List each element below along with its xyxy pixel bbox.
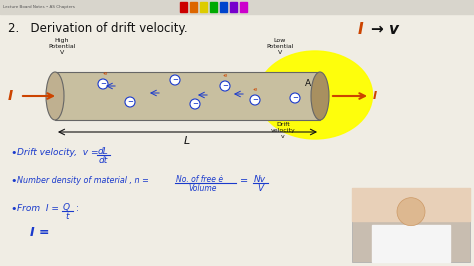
Text: V: V [257, 184, 263, 193]
Text: −: − [222, 84, 228, 89]
Text: −: − [292, 95, 298, 102]
Circle shape [98, 79, 108, 89]
Bar [180, 2, 187, 12]
Text: :: : [76, 204, 79, 213]
Text: −: − [192, 102, 198, 107]
Bar [372, 225, 450, 262]
Text: −: − [100, 81, 106, 88]
Text: Lecture Board Notes • AS Chapters: Lecture Board Notes • AS Chapters [3, 5, 75, 9]
Text: •: • [10, 204, 17, 214]
Circle shape [250, 95, 260, 105]
Text: -e: -e [222, 73, 228, 78]
Circle shape [397, 198, 425, 226]
Text: dt: dt [99, 156, 108, 165]
Ellipse shape [46, 72, 64, 120]
Bar [200, 2, 207, 12]
Text: → v: → v [371, 22, 399, 37]
Bar [55, 72, 320, 120]
Text: No. of free ė: No. of free ė [176, 175, 223, 184]
Circle shape [125, 97, 135, 107]
Text: High
Potential
V: High Potential V [48, 38, 76, 55]
Text: Drift velocity,  v =: Drift velocity, v = [17, 148, 101, 157]
Text: −: − [252, 98, 258, 103]
Text: •: • [10, 176, 17, 186]
Text: L: L [184, 136, 190, 146]
Bar [220, 2, 227, 12]
Text: I =: I = [30, 226, 49, 239]
Bar [240, 2, 247, 12]
Bar [0, 0, 474, 14]
Bar [352, 188, 470, 262]
Text: I: I [358, 22, 364, 37]
Text: 2.   Derivation of drift velocity.: 2. Derivation of drift velocity. [8, 22, 188, 35]
Ellipse shape [311, 72, 329, 120]
Text: Low
Potential
V: Low Potential V [266, 38, 294, 55]
Text: •: • [10, 148, 17, 158]
Circle shape [220, 81, 230, 91]
Text: A: A [305, 80, 311, 89]
Bar [190, 2, 197, 12]
Text: -e: -e [102, 71, 108, 76]
Text: -e: -e [252, 87, 258, 92]
Text: Number density of material , n =: Number density of material , n = [17, 176, 151, 185]
Text: t: t [65, 212, 69, 221]
Text: Drift
velocity
v: Drift velocity v [271, 122, 295, 139]
Text: I: I [8, 89, 13, 103]
Ellipse shape [257, 51, 373, 139]
Bar [210, 2, 217, 12]
Text: dL: dL [98, 147, 109, 156]
Bar [352, 188, 470, 221]
Text: Q: Q [63, 203, 70, 212]
Text: −: − [127, 99, 133, 106]
Bar [230, 2, 237, 12]
Circle shape [290, 93, 300, 103]
Circle shape [190, 99, 200, 109]
Text: Volume: Volume [188, 184, 217, 193]
Text: =: = [240, 176, 248, 186]
Text: From  I =: From I = [17, 204, 62, 213]
Text: I: I [373, 91, 377, 101]
Text: −: − [172, 77, 178, 84]
Text: Nv: Nv [254, 175, 266, 184]
Circle shape [170, 75, 180, 85]
